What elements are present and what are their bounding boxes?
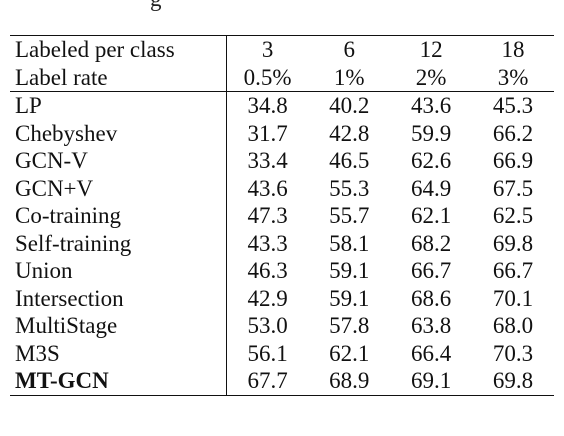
header-cell: 12	[390, 35, 473, 64]
accuracy-value: 70.3	[492, 340, 534, 366]
accuracy-value: 68.6	[410, 285, 452, 311]
accuracy-value: 64.9	[410, 175, 452, 201]
table-row: Self-training 43.3 58.1 68.2 69.8	[10, 229, 554, 257]
caption-fragment: g	[150, 0, 162, 11]
header-row-label-rate: Label rate 0.5% 1% 2% 3%	[10, 63, 554, 92]
method-name: M3S	[10, 339, 227, 367]
header-cell: 2%	[415, 64, 447, 90]
accuracy-value: 66.7	[492, 258, 534, 283]
accuracy-value: 62.6	[410, 148, 452, 173]
header-cell: 6	[308, 35, 391, 64]
results-table: Labeled per class 3 6 12 18 Label rate 0…	[10, 35, 554, 396]
table-row: LP 34.8 40.2 43.6 45.3	[10, 91, 554, 120]
accuracy-value: 42.8	[329, 120, 370, 146]
accuracy-value: 56.1	[247, 340, 288, 366]
method-name: Self-training	[10, 229, 227, 257]
accuracy-value: 57.8	[329, 313, 370, 338]
method-name: MultiStage	[10, 312, 227, 340]
header-cell: 18	[472, 35, 554, 64]
accuracy-value: 42.9	[247, 285, 288, 311]
accuracy-value: 62.1	[329, 340, 370, 366]
accuracy-value: 66.4	[410, 340, 452, 366]
accuracy-value: 69.8	[492, 230, 534, 256]
accuracy-value: 68.0	[492, 313, 534, 338]
accuracy-value: 46.3	[247, 258, 288, 283]
accuracy-value: 67.7	[226, 367, 309, 396]
accuracy-value: 59.1	[329, 285, 370, 311]
accuracy-value: 55.7	[329, 203, 370, 228]
accuracy-value: 59.1	[329, 258, 370, 283]
accuracy-value: 53.0	[247, 313, 288, 338]
accuracy-value: 69.1	[390, 367, 473, 396]
accuracy-value: 43.6	[390, 91, 473, 120]
header-label-labeled-per-class: Labeled per class	[10, 35, 227, 64]
accuracy-value: 68.2	[410, 230, 452, 256]
table-row: MultiStage 53.0 57.8 63.8 68.0	[10, 312, 554, 340]
method-name: Chebyshev	[10, 119, 227, 147]
header-cell: 3	[226, 35, 309, 64]
method-name: GCN-V	[10, 147, 227, 175]
accuracy-value: 67.5	[492, 175, 534, 201]
accuracy-value: 68.9	[308, 367, 391, 396]
accuracy-value: 69.8	[472, 367, 554, 396]
accuracy-value: 31.7	[247, 120, 288, 146]
accuracy-value: 70.1	[492, 285, 534, 311]
accuracy-value: 43.6	[247, 175, 288, 201]
table-row: MT-GCN 67.7 68.9 69.1 69.8	[10, 367, 554, 396]
accuracy-value: 47.3	[247, 203, 288, 228]
header-cell: 3%	[497, 64, 529, 90]
header-cell: 1%	[333, 64, 365, 90]
accuracy-value: 45.3	[472, 91, 554, 120]
method-name: Intersection	[10, 284, 227, 312]
accuracy-value: 66.9	[492, 148, 534, 173]
header-label-label-rate: Label rate	[10, 63, 227, 92]
accuracy-value: 59.9	[410, 120, 452, 146]
accuracy-value: 55.3	[329, 175, 370, 201]
header-cell: 0.5%	[243, 64, 292, 90]
results-table-body: Labeled per class 3 6 12 18 Label rate 0…	[10, 35, 554, 396]
accuracy-value: 63.8	[410, 313, 452, 338]
method-name: MT-GCN	[10, 367, 227, 396]
method-name: Co-training	[10, 202, 227, 230]
table-row: GCN-V 33.4 46.5 62.6 66.9	[10, 147, 554, 175]
table-row: Chebyshev 31.7 42.8 59.9 66.2	[10, 119, 554, 147]
accuracy-value: 34.8	[226, 91, 309, 120]
table-row: GCN+V 43.6 55.3 64.9 67.5	[10, 174, 554, 202]
method-name: Union	[10, 257, 227, 285]
accuracy-value: 62.1	[410, 203, 452, 228]
table-row: Co-training 47.3 55.7 62.1 62.5	[10, 202, 554, 230]
accuracy-value: 58.1	[329, 230, 370, 256]
table-row: Union 46.3 59.1 66.7 66.7	[10, 257, 554, 285]
accuracy-value: 62.5	[492, 203, 534, 228]
accuracy-value: 66.7	[410, 258, 452, 283]
method-name: LP	[10, 91, 227, 120]
accuracy-value: 43.3	[247, 230, 288, 256]
table-row: M3S 56.1 62.1 66.4 70.3	[10, 339, 554, 367]
table-row: Intersection 42.9 59.1 68.6 70.1	[10, 284, 554, 312]
accuracy-value: 40.2	[308, 91, 391, 120]
accuracy-value: 33.4	[247, 148, 288, 173]
method-name: GCN+V	[10, 174, 227, 202]
accuracy-value: 46.5	[329, 148, 370, 173]
header-row-labels-per-class: Labeled per class 3 6 12 18	[10, 35, 554, 64]
accuracy-value: 66.2	[492, 120, 534, 146]
